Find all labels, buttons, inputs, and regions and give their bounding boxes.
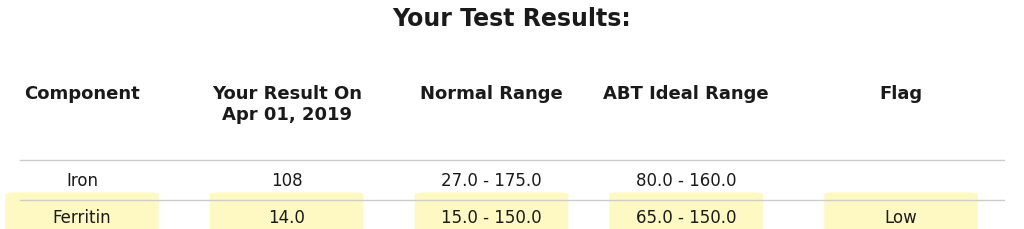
Text: Component: Component bbox=[24, 85, 140, 103]
Text: 14.0: 14.0 bbox=[268, 209, 305, 226]
FancyBboxPatch shape bbox=[824, 192, 978, 229]
Text: 27.0 - 175.0: 27.0 - 175.0 bbox=[441, 172, 542, 190]
Text: 65.0 - 150.0: 65.0 - 150.0 bbox=[636, 209, 736, 226]
Text: Your Result On
Apr 01, 2019: Your Result On Apr 01, 2019 bbox=[212, 85, 361, 123]
Text: ABT Ideal Range: ABT Ideal Range bbox=[603, 85, 769, 103]
Text: Flag: Flag bbox=[880, 85, 923, 103]
Text: 80.0 - 160.0: 80.0 - 160.0 bbox=[636, 172, 736, 190]
FancyBboxPatch shape bbox=[415, 192, 568, 229]
Text: Your Test Results:: Your Test Results: bbox=[392, 7, 632, 31]
Text: Low: Low bbox=[885, 209, 918, 226]
Text: 108: 108 bbox=[271, 172, 302, 190]
Text: Iron: Iron bbox=[66, 172, 98, 190]
FancyBboxPatch shape bbox=[609, 192, 763, 229]
Text: Normal Range: Normal Range bbox=[420, 85, 563, 103]
Text: 15.0 - 150.0: 15.0 - 150.0 bbox=[441, 209, 542, 226]
Text: Ferritin: Ferritin bbox=[52, 209, 112, 226]
FancyBboxPatch shape bbox=[210, 192, 364, 229]
FancyBboxPatch shape bbox=[5, 192, 159, 229]
